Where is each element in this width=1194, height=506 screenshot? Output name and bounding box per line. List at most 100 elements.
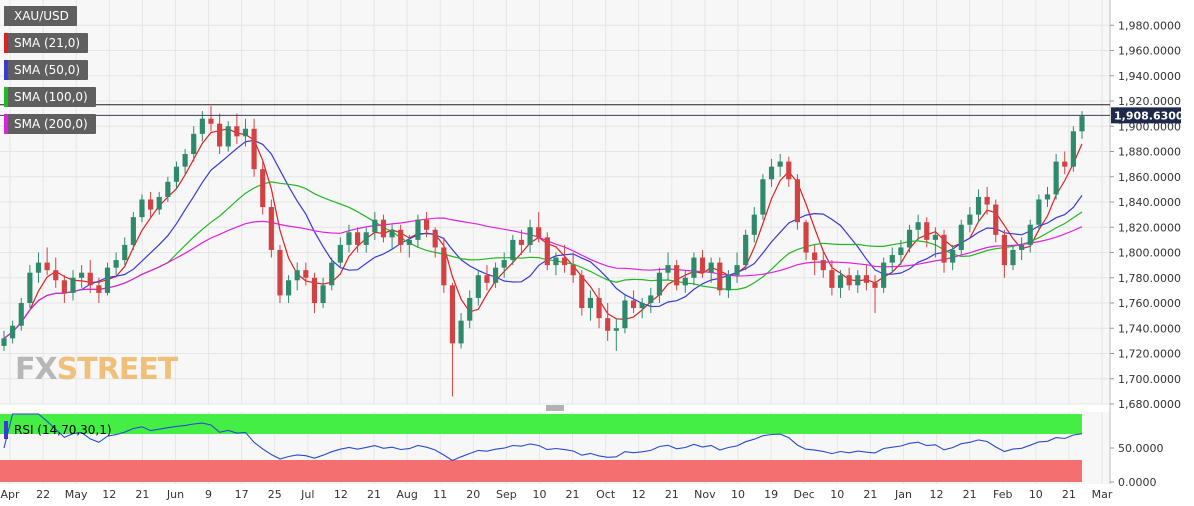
- candle-body: [1, 338, 7, 346]
- candle: [363, 227, 369, 253]
- time-tick-label: 12: [930, 488, 944, 501]
- candle: [889, 247, 895, 273]
- fxstreet-logo: FXSTREET: [15, 352, 179, 387]
- time-tick-label: Aug: [396, 488, 417, 501]
- candle-body: [217, 123, 223, 147]
- candle-body: [665, 265, 671, 273]
- candle-body: [53, 270, 59, 281]
- candle-body: [656, 272, 663, 296]
- candle-body: [346, 232, 352, 245]
- candle-body: [725, 275, 732, 291]
- legend-label: SMA (100,0): [14, 90, 88, 104]
- candle: [320, 277, 326, 309]
- candle-body: [311, 277, 318, 303]
- time-tick-label: 22: [36, 488, 50, 501]
- candle: [544, 232, 550, 271]
- legend-sma100[interactable]: SMA (100,0): [4, 87, 96, 107]
- legend-sma200[interactable]: SMA (200,0): [4, 114, 96, 134]
- candle: [1036, 194, 1042, 230]
- candle-body: [1027, 224, 1033, 245]
- sma-50-line: [3, 139, 1083, 339]
- candle: [389, 224, 395, 250]
- candle-body: [251, 128, 257, 170]
- candle-body: [648, 295, 654, 303]
- candle-body: [768, 166, 775, 180]
- candle: [1010, 244, 1016, 271]
- rsi-legend[interactable]: RSI (14,70,30,1): [4, 421, 118, 439]
- candle: [975, 189, 982, 223]
- time-tick-label: 9: [205, 488, 212, 501]
- candle: [570, 252, 576, 283]
- candle: [113, 252, 119, 276]
- candle-body: [527, 227, 533, 245]
- time-tick-label: 21: [566, 488, 580, 501]
- candle: [398, 224, 404, 253]
- candle: [932, 227, 938, 258]
- candle-body: [148, 199, 154, 210]
- candle: [467, 290, 473, 329]
- candle-body: [760, 179, 766, 215]
- candle: [27, 265, 33, 309]
- candle: [829, 260, 835, 296]
- candle: [199, 111, 205, 142]
- candle: [303, 262, 309, 286]
- candle: [18, 297, 24, 331]
- candle-body: [208, 118, 214, 124]
- candle: [191, 126, 197, 162]
- candle: [61, 275, 67, 303]
- candle-body: [941, 234, 947, 263]
- candle: [372, 212, 378, 240]
- price-tick-label: 1,740.0000: [1118, 322, 1181, 335]
- candle-body: [898, 247, 904, 256]
- price-tick-label: 1,920.0000: [1118, 95, 1181, 108]
- legend-sma50[interactable]: SMA (50,0): [4, 60, 89, 80]
- candle-body: [777, 161, 783, 167]
- candle: [441, 237, 447, 293]
- rsi-legend-label: RSI (14,70,30,1): [14, 423, 112, 437]
- candle-body: [993, 204, 999, 235]
- price-tick-label: 1,980.0000: [1118, 19, 1181, 32]
- candle: [346, 224, 352, 253]
- time-tick-label: Apr: [0, 488, 20, 501]
- candle: [492, 262, 499, 288]
- candle-body: [44, 262, 50, 271]
- candle: [605, 303, 611, 341]
- candle-body: [579, 275, 585, 309]
- legend-label: SMA (21,0): [14, 36, 81, 50]
- price-tick-label: 1,960.0000: [1118, 45, 1181, 58]
- rsi-overbought-zone: [0, 414, 1082, 434]
- candle: [225, 121, 231, 152]
- candle-body: [544, 237, 550, 266]
- candle-body: [596, 297, 602, 319]
- time-tick-label: 10: [731, 488, 745, 501]
- candle: [587, 290, 594, 321]
- time-tick-label: 10: [830, 488, 844, 501]
- legend-symbol[interactable]: XAU/USD: [4, 6, 77, 26]
- panel-resize-handle[interactable]: [546, 405, 564, 411]
- candle: [501, 252, 507, 278]
- candle: [725, 270, 732, 298]
- candle-body: [139, 199, 145, 218]
- candle-body: [682, 277, 688, 286]
- candle-body: [587, 297, 594, 309]
- candle: [622, 295, 628, 334]
- candle-body: [518, 239, 525, 245]
- candle-body: [173, 166, 180, 182]
- logo-right: STREET: [56, 352, 179, 387]
- candle: [881, 257, 887, 293]
- candle: [173, 161, 180, 190]
- candle-body: [829, 270, 835, 288]
- candle: [768, 159, 775, 187]
- candle-body: [622, 300, 628, 329]
- candle-body: [398, 229, 404, 245]
- candle: [165, 176, 171, 202]
- candle-body: [10, 325, 16, 339]
- legend-sma21[interactable]: SMA (21,0): [4, 33, 89, 53]
- candle: [837, 270, 844, 298]
- candle: [35, 252, 42, 283]
- candle-body: [415, 219, 421, 240]
- candle-body: [708, 262, 714, 273]
- candle-body: [561, 257, 568, 266]
- candle: [906, 224, 913, 253]
